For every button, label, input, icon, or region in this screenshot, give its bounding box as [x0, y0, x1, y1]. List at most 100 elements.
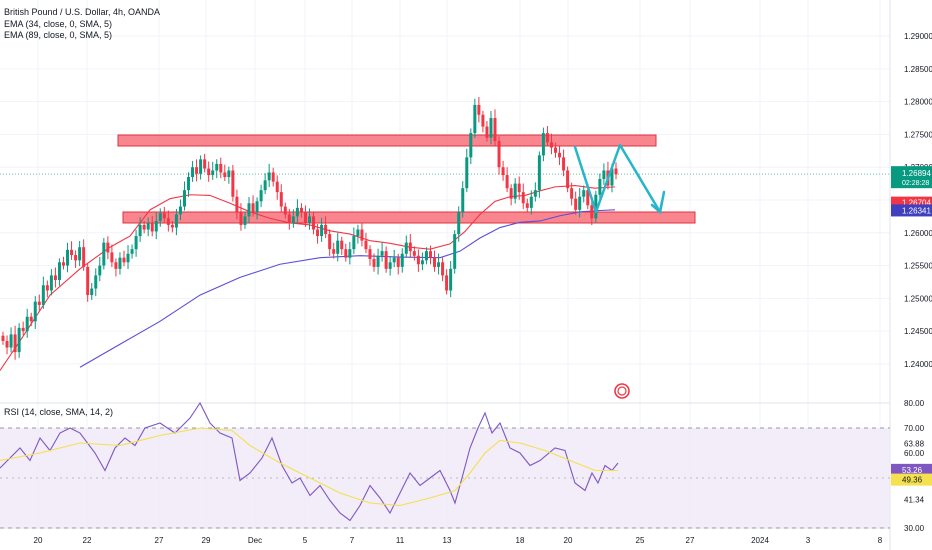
time-tick-label: 27	[155, 536, 164, 545]
candle-body	[437, 262, 441, 267]
candle-body	[368, 249, 372, 260]
rsi-line	[0, 401, 619, 522]
resistance-zone[interactable]	[117, 134, 657, 147]
candle-body	[90, 288, 94, 296]
candle-body	[114, 262, 118, 269]
candle-body	[396, 257, 400, 267]
time-tick-label: 7	[350, 536, 355, 545]
rsi-lines	[0, 401, 619, 522]
candle-body	[57, 262, 61, 280]
candle-body	[384, 251, 388, 269]
candle-body	[598, 179, 602, 195]
rsi-value-label: 63.88	[904, 439, 925, 448]
rsi-value-badge-text: 49.36	[902, 476, 923, 485]
price-tick-label: 1.25000	[904, 294, 932, 303]
candle-body	[78, 247, 82, 261]
candle-body	[275, 181, 279, 193]
candle-body	[263, 180, 267, 191]
economic-event-icon[interactable]	[614, 383, 630, 399]
candle-body	[21, 327, 25, 332]
candle-body	[610, 168, 614, 186]
candle-body	[94, 275, 98, 289]
candle-body	[227, 170, 231, 178]
time-tick-label: 3	[806, 536, 811, 545]
candle-body	[554, 147, 558, 153]
candle-body	[279, 192, 283, 207]
candle-body	[493, 118, 497, 141]
candle-body	[299, 207, 303, 212]
candle-body	[247, 203, 251, 217]
candle-body	[388, 262, 392, 269]
candle-body	[501, 167, 505, 176]
time-tick-label: 18	[516, 536, 525, 545]
candle-body	[29, 316, 33, 322]
candle-body	[473, 104, 477, 134]
candle-body	[328, 234, 332, 250]
candle-body	[207, 168, 211, 176]
price-tick-label: 1.28000	[904, 98, 932, 107]
candle-body	[74, 255, 78, 261]
candle-body	[420, 260, 424, 265]
candle-body	[465, 157, 469, 189]
candle-body	[166, 218, 170, 225]
candle-body	[445, 275, 449, 291]
candle-body	[344, 249, 348, 258]
candle-body	[170, 224, 174, 228]
last-price-badge	[891, 166, 932, 189]
candle-body	[255, 201, 259, 212]
candle-body	[82, 247, 86, 267]
rsi-value-badge-text: 53.26	[902, 466, 923, 475]
rsi-tick-label: 41.34	[904, 496, 925, 505]
candle-body	[332, 249, 336, 254]
ema89-price-badge	[891, 204, 932, 217]
candle-body	[150, 222, 154, 232]
candle-body	[110, 252, 114, 263]
candle-body	[13, 334, 17, 353]
candle-body	[211, 170, 215, 176]
candle-body	[400, 253, 404, 267]
candle-body	[5, 340, 9, 348]
candle-body	[562, 157, 566, 171]
candle-body	[549, 142, 553, 148]
time-axis[interactable]: 20 22 27 29 Dec 5 7 11 13 18 20 25 27 2024 3 8	[34, 536, 883, 545]
candle-body	[199, 159, 203, 174]
candle-body	[428, 251, 432, 258]
price-axis[interactable]: 1.290001.285001.280001.275001.270001.265…	[904, 32, 932, 533]
candle-body	[178, 206, 182, 215]
symbol-title[interactable]: British Pound / U.S. Dollar, 4h, OANDA	[4, 7, 160, 17]
candle-body	[231, 170, 235, 197]
candle-body	[287, 214, 291, 223]
candle-body	[45, 285, 49, 291]
rsi-legend[interactable]: RSI (14, close, SMA, 14, 2)	[4, 407, 113, 417]
rsi-tick-label: 70.00	[904, 424, 925, 433]
candle-body	[558, 152, 562, 158]
ema34-legend[interactable]: EMA (34, close, 0, SMA, 5)	[4, 19, 112, 29]
candle-body	[320, 224, 324, 237]
candle-body	[578, 196, 582, 210]
candle-body	[98, 265, 102, 276]
candle-body	[187, 177, 191, 191]
time-tick-label: 22	[83, 536, 92, 545]
ema89-legend[interactable]: EMA (89, close, 0, SMA, 5)	[4, 30, 112, 40]
candle-body	[243, 216, 247, 225]
candle-body	[574, 198, 578, 210]
candle-body	[195, 167, 199, 174]
support-zone[interactable]	[122, 211, 696, 224]
candle-body	[9, 334, 13, 348]
ema89-line	[79, 209, 616, 368]
candle-body	[505, 175, 509, 189]
candle-body	[219, 163, 223, 173]
candle-body	[223, 172, 227, 178]
candle-body	[259, 190, 263, 202]
candle-body	[594, 194, 598, 219]
candle-body	[17, 327, 21, 353]
candle-body	[106, 242, 110, 253]
candle-body	[158, 213, 162, 221]
candle-body	[25, 316, 29, 332]
projection-arrow[interactable]	[573, 143, 666, 215]
candle-body	[485, 126, 489, 138]
candle-body	[497, 140, 501, 168]
candle-body	[1, 335, 5, 341]
